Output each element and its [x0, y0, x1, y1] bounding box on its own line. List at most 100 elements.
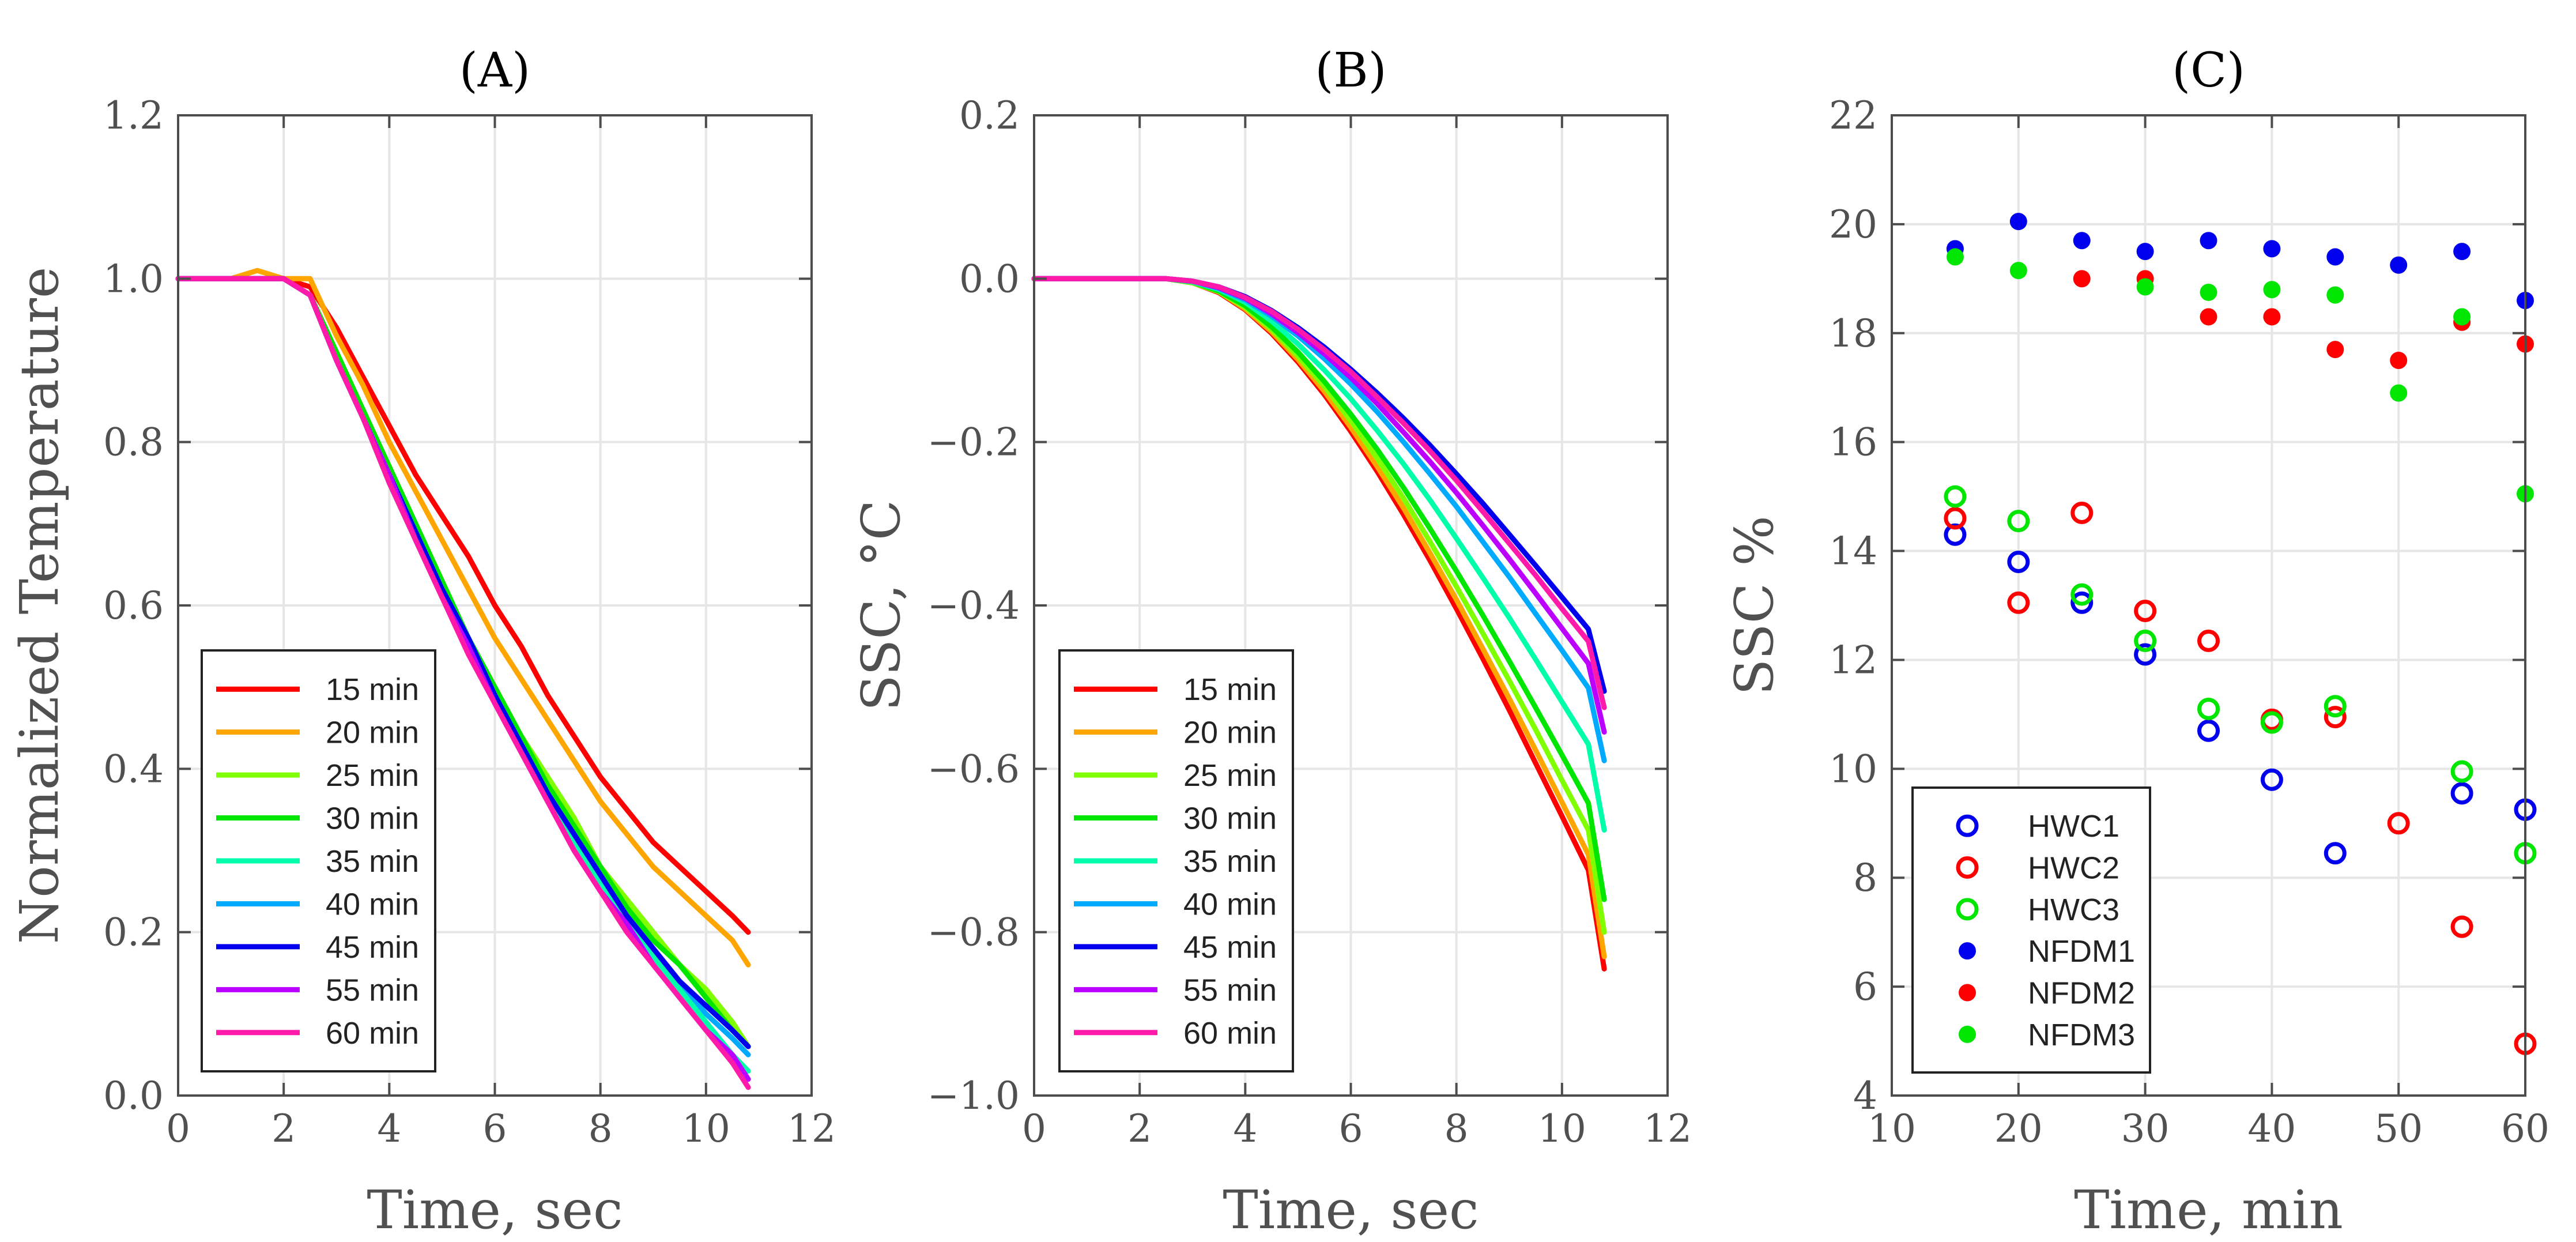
data-point-HWC3 [2324, 695, 2347, 718]
legend-item: NFDM3 [1959, 1018, 2135, 1052]
data-point-NFDM2 [2263, 308, 2281, 326]
legend-item: 40 min [216, 887, 419, 921]
x-tick-label: 60 [2501, 1106, 2549, 1151]
legend-item: HWC1 [1956, 809, 2119, 844]
data-point-HWC2 [2387, 812, 2410, 835]
legend-item: 45 min [1074, 930, 1277, 965]
data-point-HWC3 [2197, 697, 2220, 720]
legend-item: 20 min [216, 716, 419, 750]
y-tick-label: 0.4 [103, 747, 164, 791]
x-tick-label: 50 [2374, 1106, 2423, 1151]
legend-label: HWC1 [2028, 809, 2119, 844]
legend-label: NFDM1 [2028, 934, 2135, 969]
legend-label: 30 min [1183, 801, 1277, 836]
x-tick-label: 20 [1994, 1106, 2043, 1151]
data-point-NFDM3 [2390, 384, 2408, 402]
data-point-NFDM1 [2326, 248, 2344, 266]
y-tick-label: 0.2 [103, 910, 164, 955]
legend-item: 55 min [216, 973, 419, 1007]
x-tick-label: 2 [1127, 1106, 1152, 1151]
data-point-HWC1 [2070, 591, 2094, 614]
y-tick-label: 0.8 [103, 420, 164, 465]
legend-label: NFDM3 [2028, 1018, 2135, 1052]
legend-item: 30 min [216, 801, 419, 836]
y-tick-label: 20 [1829, 202, 1877, 247]
legend-item: HWC3 [1956, 893, 2119, 927]
panel-title: (C) [2172, 43, 2245, 98]
data-point-NFDM2 [2390, 352, 2408, 369]
legend-swatch [1956, 856, 1979, 879]
legend-label: 35 min [326, 844, 419, 879]
data-point-HWC1 [1944, 523, 1967, 546]
legend-item: HWC2 [1956, 851, 2119, 886]
data-point-NFDM1 [2073, 232, 2091, 250]
data-point-HWC3 [1944, 485, 1967, 508]
y-tick-label: 0.0 [103, 1074, 164, 1118]
x-axis-label: Time, min [2074, 1179, 2343, 1241]
legend-item: 60 min [216, 1016, 419, 1051]
data-point-NFDM2 [2200, 308, 2217, 326]
x-axis-label: Time, sec [367, 1179, 623, 1241]
data-point-HWC1 [2134, 643, 2157, 666]
legend-item: 25 min [1074, 758, 1277, 793]
legend-label: 20 min [1183, 716, 1277, 750]
y-tick-label: 14 [1829, 529, 1877, 574]
x-tick-label: 30 [2121, 1106, 2170, 1151]
legend-item: NFDM2 [1959, 976, 2135, 1011]
y-tick-label: 6 [1853, 965, 1877, 1009]
data-point-HWC3 [2450, 760, 2473, 783]
data-point-HWC3 [2260, 711, 2283, 734]
y-tick-label: −0.4 [927, 584, 1020, 628]
x-tick-label: 8 [1444, 1106, 1469, 1151]
data-point-NFDM2 [2326, 341, 2344, 359]
data-point-NFDM3 [2200, 283, 2217, 301]
x-tick-label: 8 [589, 1106, 613, 1151]
data-point-HWC2 [2450, 915, 2473, 938]
y-axis-label: SSC % [1723, 515, 1785, 695]
x-tick-label: 4 [377, 1106, 401, 1151]
legend-item: 25 min [216, 758, 419, 793]
panel-title: (B) [1315, 43, 1386, 98]
data-point-NFDM1 [2200, 232, 2217, 250]
data-point-NFDM3 [2453, 308, 2471, 326]
legend-label: NFDM2 [2028, 976, 2135, 1011]
y-tick-label: 8 [1853, 856, 1877, 900]
data-point-NFDM3 [2263, 281, 2281, 299]
x-tick-label: 10 [682, 1106, 730, 1151]
x-tick-label: 12 [787, 1106, 836, 1151]
y-tick-label: −0.8 [927, 910, 1020, 955]
legend-item: 20 min [1074, 716, 1277, 750]
axes-box [1891, 114, 2526, 1097]
legend-swatch [1959, 1025, 1976, 1043]
legend-item: 40 min [1074, 887, 1277, 921]
y-tick-label: 0.0 [959, 257, 1020, 301]
legend-item: 15 min [216, 672, 419, 707]
data-point-HWC2 [2197, 629, 2220, 652]
x-tick-label: 6 [483, 1106, 507, 1151]
ticks: 0 2 4 6 8 10 12 0.0 0.2 0.4 0.6 0.8 1.0 1.2 [103, 93, 836, 1151]
x-tick-label: 4 [1233, 1106, 1257, 1151]
data-marks [1944, 213, 2537, 1055]
legend-item: 15 min [1074, 672, 1277, 707]
y-tick-label: −0.6 [927, 747, 1020, 791]
x-tick-label: 40 [2247, 1106, 2296, 1151]
x-tick-label: 12 [1643, 1106, 1692, 1151]
y-tick-label: 18 [1829, 311, 1877, 356]
y-tick-label: 4 [1853, 1074, 1877, 1118]
data-point-HWC3 [2134, 629, 2157, 652]
data-point-HWC2 [2324, 706, 2347, 729]
legend-label: HWC3 [2028, 893, 2119, 927]
ticks: 0 2 4 6 8 10 12 −1.0 −0.8 −0.6 −0.4 −0.2 0.0 0.2 [927, 93, 1692, 1151]
data-point-NFDM2 [2073, 270, 2091, 288]
legend-item: 60 min [1074, 1016, 1277, 1051]
panel-a: 0 2 4 6 8 10 12 0.0 0.2 0.4 0.6 0.8 1.0 1.2 (A) Time, s… [9, 43, 836, 1241]
legend-label: 20 min [326, 716, 419, 750]
x-tick-label: 6 [1339, 1106, 1363, 1151]
legend: 15 min 20 min 25 min 30 min 35 min 40 min 45 m… [201, 649, 436, 1072]
series-line-60-min [1031, 276, 1607, 710]
legend-label: 45 min [1183, 930, 1277, 965]
legend-label: 40 min [326, 887, 419, 921]
data-point-HWC2 [2070, 501, 2094, 524]
